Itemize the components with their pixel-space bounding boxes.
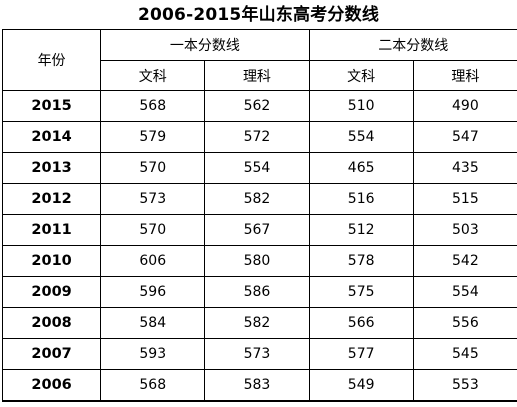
header-year: 年份 <box>1 29 102 91</box>
cell-second-science: 545 <box>412 338 517 370</box>
cell-year: 2014 <box>1 121 102 153</box>
cell-first-science: 554 <box>204 152 310 184</box>
cell-year: 2007 <box>1 338 102 370</box>
cell-first-arts: 606 <box>100 245 206 277</box>
table-bottom-rule <box>2 401 517 402</box>
cell-second-arts: 575 <box>308 276 414 308</box>
cell-year: 2008 <box>1 307 102 339</box>
cell-second-arts: 512 <box>308 214 414 246</box>
cell-year: 2006 <box>1 369 102 401</box>
cell-second-science: 553 <box>412 369 517 401</box>
table-row: 2007 593 573 577 545 <box>1 338 517 370</box>
cell-second-science: 556 <box>412 307 517 339</box>
cell-first-science: 567 <box>204 214 310 246</box>
cell-first-science: 562 <box>204 90 310 122</box>
cell-first-arts: 593 <box>100 338 206 370</box>
table-row: 2012 573 582 516 515 <box>1 183 517 215</box>
cell-year: 2011 <box>1 214 102 246</box>
table-row: 2015 568 562 510 490 <box>1 90 517 122</box>
header-first-science: 理科 <box>204 60 310 91</box>
score-table: 年份 一本分数线 二本分数线 文科 理科 文科 理科 2015 568 562 … <box>1 29 517 401</box>
cell-first-science: 582 <box>204 183 310 215</box>
cell-second-arts: 577 <box>308 338 414 370</box>
cell-second-science: 542 <box>412 245 517 277</box>
header-row-top: 年份 一本分数线 二本分数线 <box>1 29 517 91</box>
header-second-tier: 二本分数线 <box>308 29 517 61</box>
page-title: 2006-2015年山东高考分数线 <box>137 5 380 25</box>
cell-second-arts: 578 <box>308 245 414 277</box>
cell-first-arts: 596 <box>100 276 206 308</box>
cell-first-science: 582 <box>204 307 310 339</box>
cell-first-science: 586 <box>204 276 310 308</box>
cell-second-arts: 516 <box>308 183 414 215</box>
table-row: 2006 568 583 549 553 <box>1 369 517 401</box>
cell-year: 2009 <box>1 276 102 308</box>
cell-year: 2013 <box>1 152 102 184</box>
table-row: 2011 570 567 512 503 <box>1 214 517 246</box>
cell-first-arts: 570 <box>100 214 206 246</box>
cell-second-arts: 549 <box>308 369 414 401</box>
cell-second-science: 503 <box>412 214 517 246</box>
table-row: 2010 606 580 578 542 <box>1 245 517 277</box>
cell-second-science: 515 <box>412 183 517 215</box>
header-second-arts: 文科 <box>308 60 414 91</box>
cell-year: 2015 <box>1 90 102 122</box>
header-first-arts: 文科 <box>100 60 206 91</box>
table-row: 2008 584 582 566 556 <box>1 307 517 339</box>
cell-first-arts: 570 <box>100 152 206 184</box>
cell-second-science: 435 <box>412 152 517 184</box>
table-header: 年份 一本分数线 二本分数线 文科 理科 文科 理科 <box>1 29 517 91</box>
cell-first-science: 583 <box>204 369 310 401</box>
cell-second-arts: 566 <box>308 307 414 339</box>
cell-second-science: 547 <box>412 121 517 153</box>
cell-first-science: 580 <box>204 245 310 277</box>
table-row: 2009 596 586 575 554 <box>1 276 517 308</box>
table-row: 2013 570 554 465 435 <box>1 152 517 184</box>
cell-second-arts: 510 <box>308 90 414 122</box>
cell-first-arts: 573 <box>100 183 206 215</box>
cell-first-arts: 584 <box>100 307 206 339</box>
cell-second-arts: 554 <box>308 121 414 153</box>
cell-first-arts: 579 <box>100 121 206 153</box>
cell-second-science: 554 <box>412 276 517 308</box>
cell-first-science: 572 <box>204 121 310 153</box>
header-row-sub: 文科 理科 文科 理科 <box>3 60 517 91</box>
cell-first-arts: 568 <box>100 369 206 401</box>
cell-year: 2010 <box>1 245 102 277</box>
table-row: 2014 579 572 554 547 <box>1 121 517 153</box>
cell-first-arts: 568 <box>100 90 206 122</box>
cell-second-science: 490 <box>412 90 517 122</box>
cell-first-science: 573 <box>204 338 310 370</box>
cell-second-arts: 465 <box>308 152 414 184</box>
header-second-science: 理科 <box>412 60 517 91</box>
cell-year: 2012 <box>1 183 102 215</box>
header-first-tier: 一本分数线 <box>100 29 310 61</box>
table-body: 2015 568 562 510 490 2014 579 572 554 54… <box>1 90 517 401</box>
